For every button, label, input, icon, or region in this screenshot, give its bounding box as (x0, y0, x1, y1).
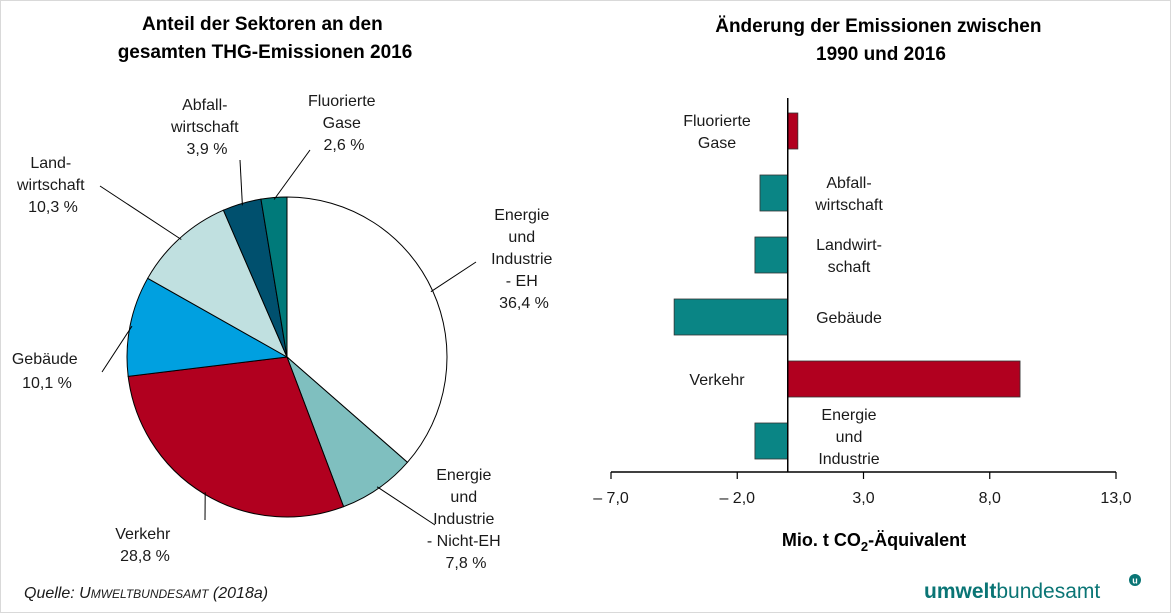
pie-label-energie-nicht-eh: Energie und Industrie - Nicht-EH 7,8 % (427, 467, 505, 572)
logo-wordmark: umweltbundesamt (924, 580, 1100, 603)
bar-verkehr (787, 360, 1021, 398)
pie-chart: Anteil der Sektoren an den gesamten THG-… (12, 14, 557, 572)
x-tick-label: 13,0 (1100, 490, 1131, 507)
leader-line-abfallwirtschaft (239, 159, 243, 206)
leader-line-landwirtschaft (99, 185, 182, 240)
bar-label-gebaeude: Gebäude (816, 310, 882, 327)
pie-label-energie-eh: Energie und Industrie - EH 36,4 % (491, 207, 557, 312)
bar-gebaeude (673, 298, 789, 336)
pie-title: Anteil der Sektoren an den gesamten THG-… (118, 14, 413, 63)
bar-energie-und-industrie (754, 422, 789, 460)
pie-label-fluorierte-gase: Fluorierte Gase 2,6 % (308, 93, 380, 154)
bar-chart: Änderung der Emissionen zwischen 1990 un… (593, 16, 1131, 554)
x-axis: – 7,0 – 2,0 3,0 8,0 13,0 (593, 98, 1132, 507)
pie-slice-fluorierte-gase (260, 196, 288, 358)
x-tick-label: – 7,0 (593, 490, 629, 507)
bar-fluorierte-gase (787, 112, 799, 150)
pie-label-verkehr: Verkehr 28,8 % (115, 526, 175, 565)
umweltbundesamt-logo: umweltbundesamt u (924, 574, 1141, 603)
x-axis-title: Mio. t CO2-Äquivalent (782, 530, 966, 554)
bar-landwirtschaft (754, 236, 789, 274)
bar-label-energie-und-industrie: Energie und Industrie (818, 407, 879, 468)
leader-line-gebaeude (101, 325, 133, 373)
bar-title: Änderung der Emissionen zwischen 1990 un… (715, 16, 1047, 65)
bar-label-verkehr: Verkehr (689, 372, 745, 389)
x-tick-label: 3,0 (852, 490, 874, 507)
bar-label-abfallwirtschaft: Abfall-wirtschaft (814, 175, 883, 214)
bar-abfallwirtschaft (759, 174, 789, 212)
leader-line-energie-und-industrie-nicht-eh (376, 486, 436, 526)
bar-category-labels: Fluorierte Gase Abfall-wirtschaft Landwirt-… (683, 113, 883, 468)
bar-label-fluorierte-gase: Fluorierte Gase (683, 113, 751, 152)
pie-slice-gebaeude (126, 277, 289, 377)
pie-label-landwirtschaft: Land- wirtschaft 10,3 % (16, 155, 89, 216)
leader-line-energie-und-industrie-eh (430, 261, 477, 293)
logo-mark-letter: u (1132, 576, 1138, 586)
pie-slice-verkehr (127, 356, 345, 518)
bar-label-landwirtschaft: Landwirt-schaft (816, 237, 882, 276)
pie-label-abfallwirtschaft: Abfall- wirtschaft 3,9 % (170, 97, 243, 158)
pie-leader-lines (99, 149, 477, 526)
leader-line-fluorierte-gase (273, 149, 311, 200)
pie-slices (126, 196, 448, 518)
x-tick-label: 8,0 (979, 490, 1001, 507)
x-tick-label: – 2,0 (719, 490, 755, 507)
pie-label-gebaeude: Gebäude 10,1 % (12, 351, 82, 392)
logo-mark-icon (1129, 574, 1141, 586)
source-note: Quelle: UMWELTBUNDESAMT (2018a) (24, 585, 268, 602)
